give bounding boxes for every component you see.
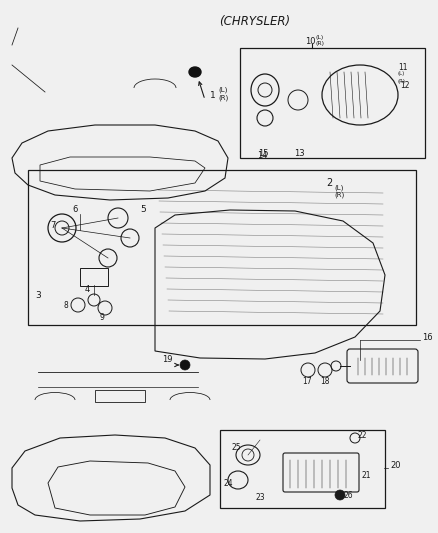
Text: 9: 9 xyxy=(100,313,105,322)
Text: (L): (L) xyxy=(334,185,343,191)
Text: 8: 8 xyxy=(64,302,69,311)
Ellipse shape xyxy=(180,360,190,370)
Text: 7: 7 xyxy=(50,222,55,230)
Text: 22: 22 xyxy=(358,431,367,440)
Text: 19: 19 xyxy=(162,356,173,365)
Text: 15: 15 xyxy=(258,149,268,157)
Text: 4: 4 xyxy=(85,286,90,295)
Text: 10: 10 xyxy=(305,37,315,46)
Text: 2: 2 xyxy=(326,178,332,188)
Ellipse shape xyxy=(189,67,201,77)
Text: 18: 18 xyxy=(320,377,329,386)
Text: 12: 12 xyxy=(400,82,410,91)
Text: (R): (R) xyxy=(218,95,228,101)
Text: 26: 26 xyxy=(344,491,353,500)
Text: 17: 17 xyxy=(302,377,311,386)
Text: 5: 5 xyxy=(140,206,146,214)
Text: 25: 25 xyxy=(232,442,242,451)
Text: (R): (R) xyxy=(334,192,344,198)
Text: 6: 6 xyxy=(72,206,78,214)
Text: 14: 14 xyxy=(257,150,268,159)
Bar xyxy=(220,430,385,508)
Bar xyxy=(80,268,108,286)
Bar xyxy=(28,170,416,325)
Text: 23: 23 xyxy=(255,492,265,502)
Text: (L): (L) xyxy=(316,36,324,41)
Text: 3: 3 xyxy=(35,290,41,300)
Text: (L): (L) xyxy=(397,71,404,77)
Text: (R): (R) xyxy=(397,78,405,84)
Bar xyxy=(95,390,145,402)
Text: 13: 13 xyxy=(294,149,304,157)
Text: (CHRYSLER): (CHRYSLER) xyxy=(219,15,290,28)
Text: (R): (R) xyxy=(316,42,325,46)
Text: 20: 20 xyxy=(390,461,400,470)
Text: 21: 21 xyxy=(362,472,371,481)
Ellipse shape xyxy=(335,490,345,500)
Text: 11: 11 xyxy=(398,63,407,72)
Text: 1: 1 xyxy=(210,92,216,101)
Text: 16: 16 xyxy=(422,334,433,343)
Bar xyxy=(240,48,425,158)
Text: 24: 24 xyxy=(224,479,233,488)
Text: (L): (L) xyxy=(218,87,227,93)
